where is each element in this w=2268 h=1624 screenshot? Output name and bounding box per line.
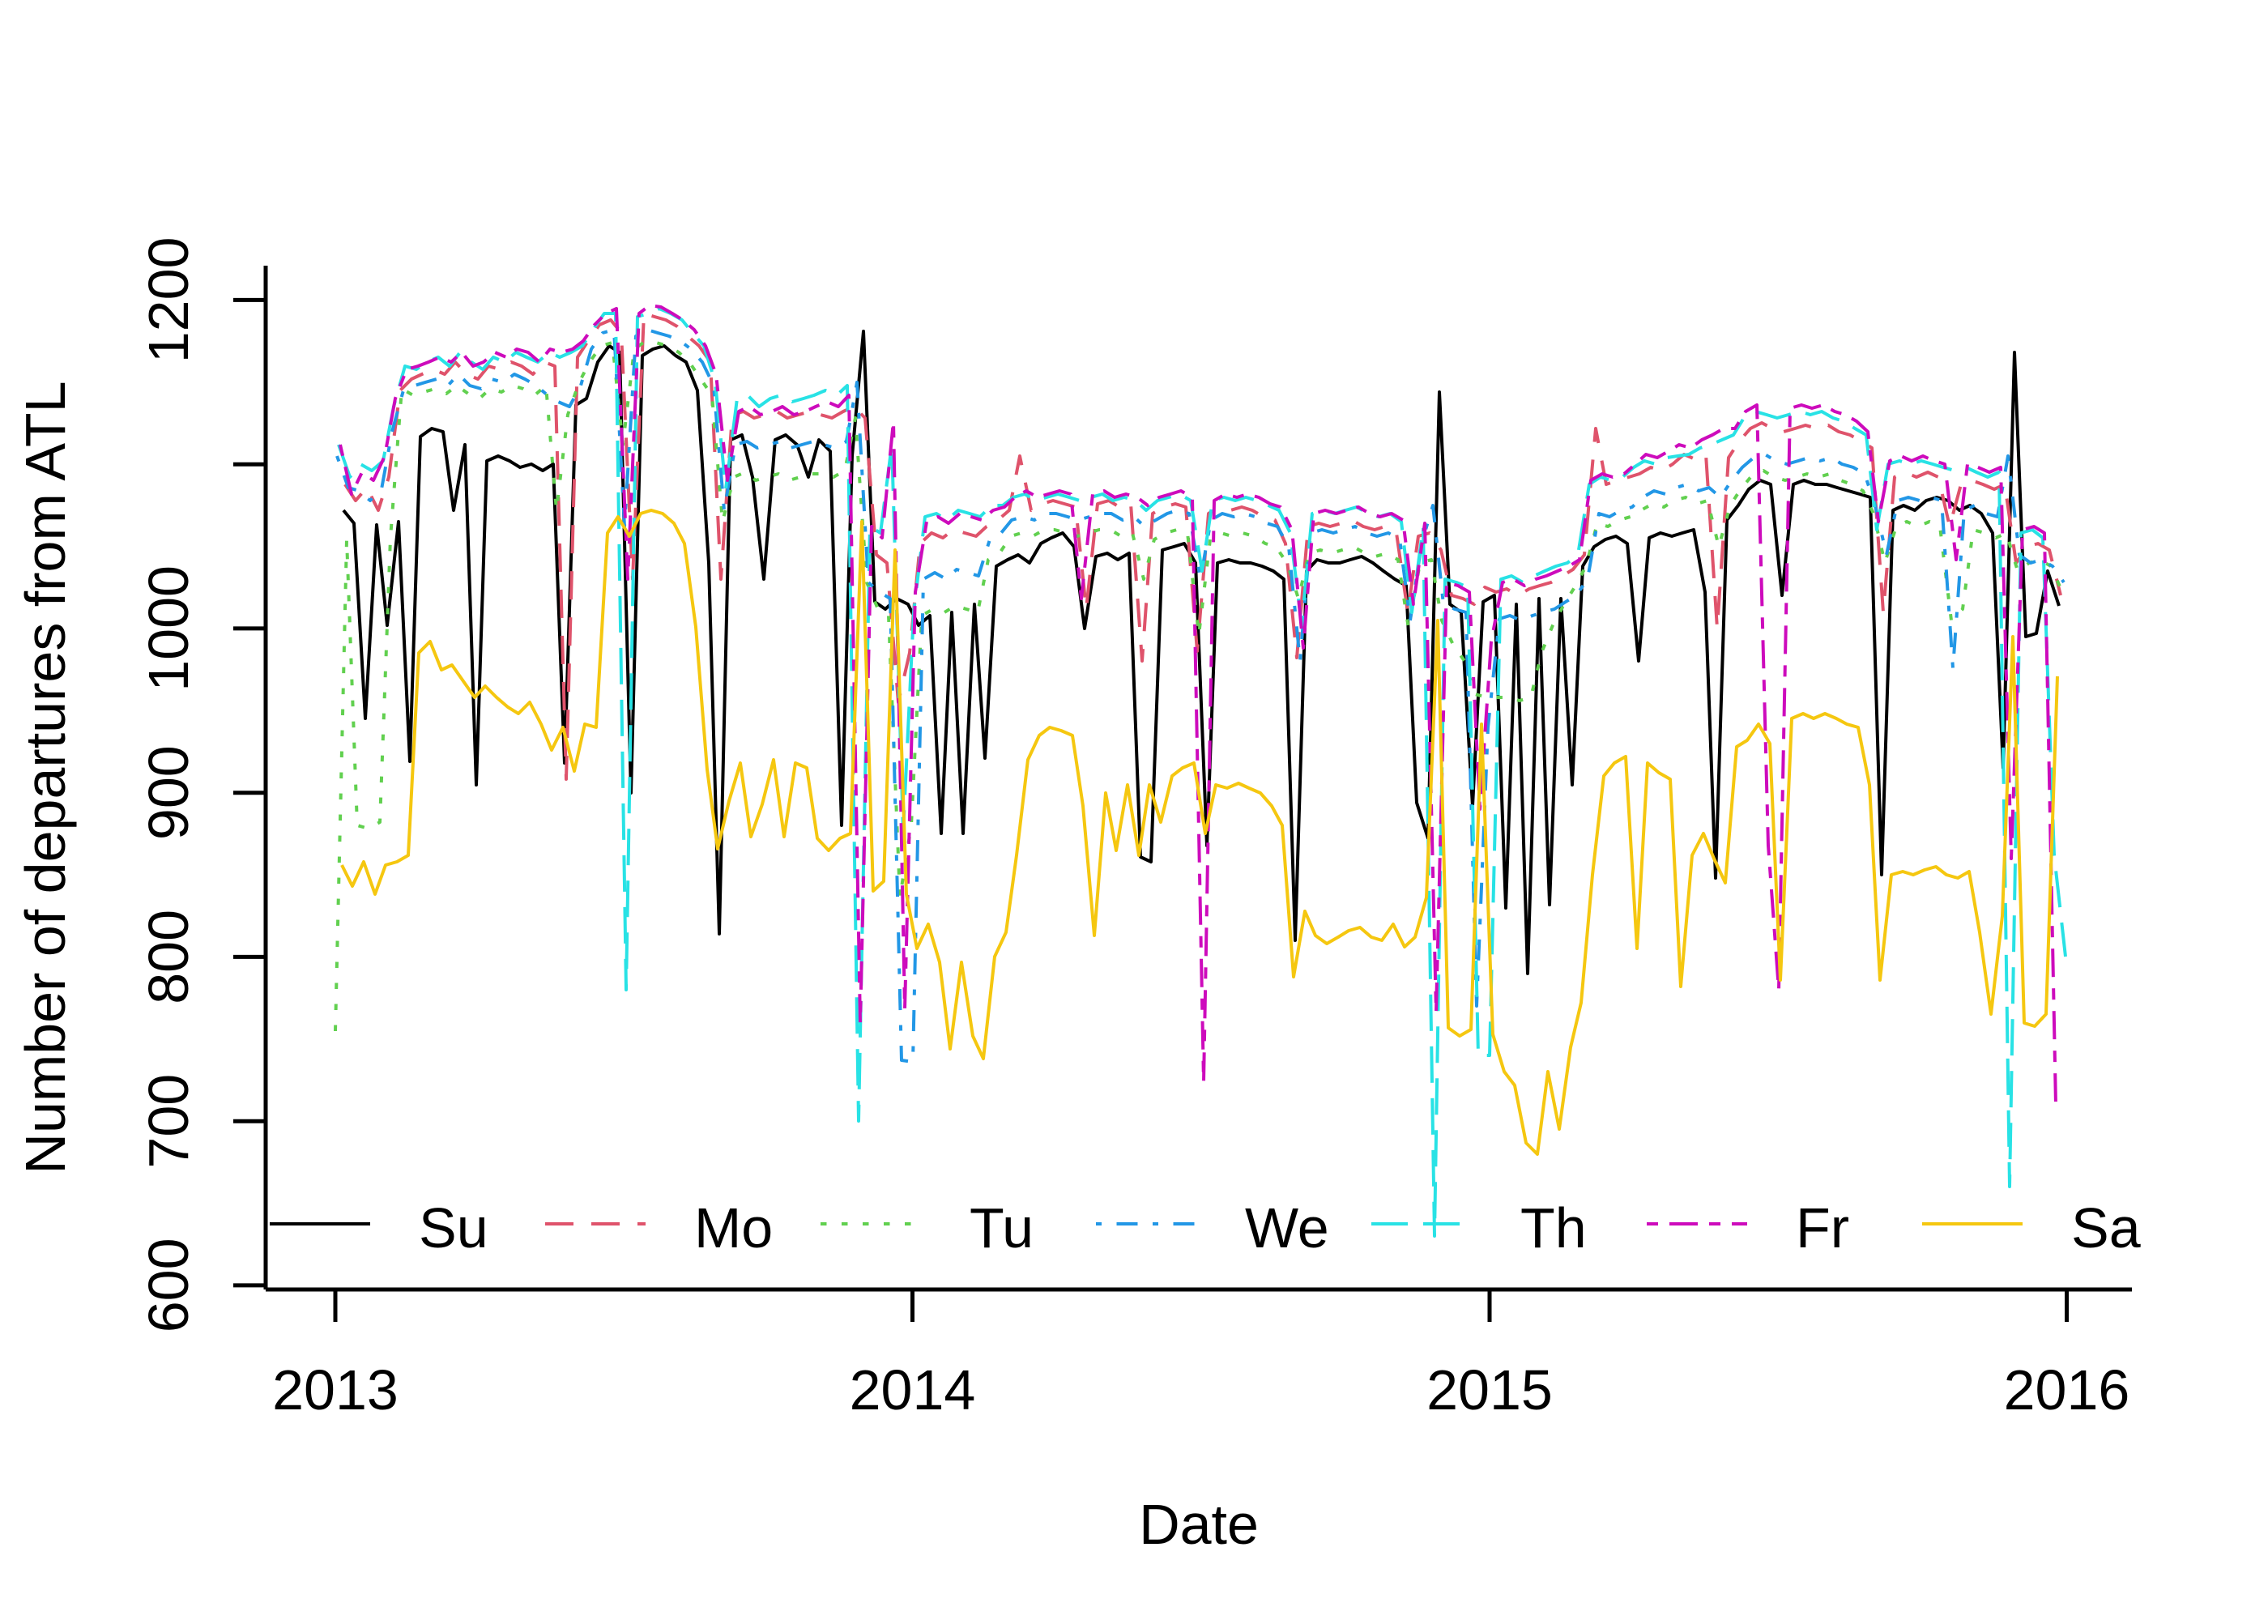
svg-text:700: 700 [137, 1074, 200, 1169]
svg-text:900: 900 [137, 745, 200, 840]
svg-text:Sa: Sa [2071, 1196, 2141, 1260]
svg-text:800: 800 [137, 910, 200, 1004]
svg-text:2015: 2015 [1426, 1358, 1553, 1422]
svg-text:1200: 1200 [137, 237, 200, 364]
svg-text:2016: 2016 [2004, 1358, 2130, 1422]
svg-text:Mo: Mo [694, 1196, 773, 1260]
svg-text:Th: Th [1520, 1196, 1587, 1260]
svg-text:1000: 1000 [137, 565, 200, 692]
svg-text:Number of departures from ATL: Number of departures from ATL [14, 381, 77, 1174]
svg-text:600: 600 [137, 1238, 200, 1333]
svg-text:Fr: Fr [1796, 1196, 1849, 1260]
svg-text:Date: Date [1139, 1493, 1259, 1556]
svg-text:We: We [1245, 1196, 1329, 1260]
svg-text:2014: 2014 [850, 1358, 976, 1422]
svg-text:Tu: Tu [970, 1196, 1034, 1260]
svg-text:Su: Su [419, 1196, 488, 1260]
svg-text:2013: 2013 [272, 1358, 399, 1422]
